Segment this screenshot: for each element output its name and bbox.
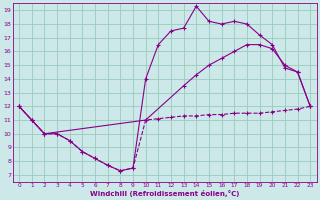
X-axis label: Windchill (Refroidissement éolien,°C): Windchill (Refroidissement éolien,°C) [90,190,239,197]
